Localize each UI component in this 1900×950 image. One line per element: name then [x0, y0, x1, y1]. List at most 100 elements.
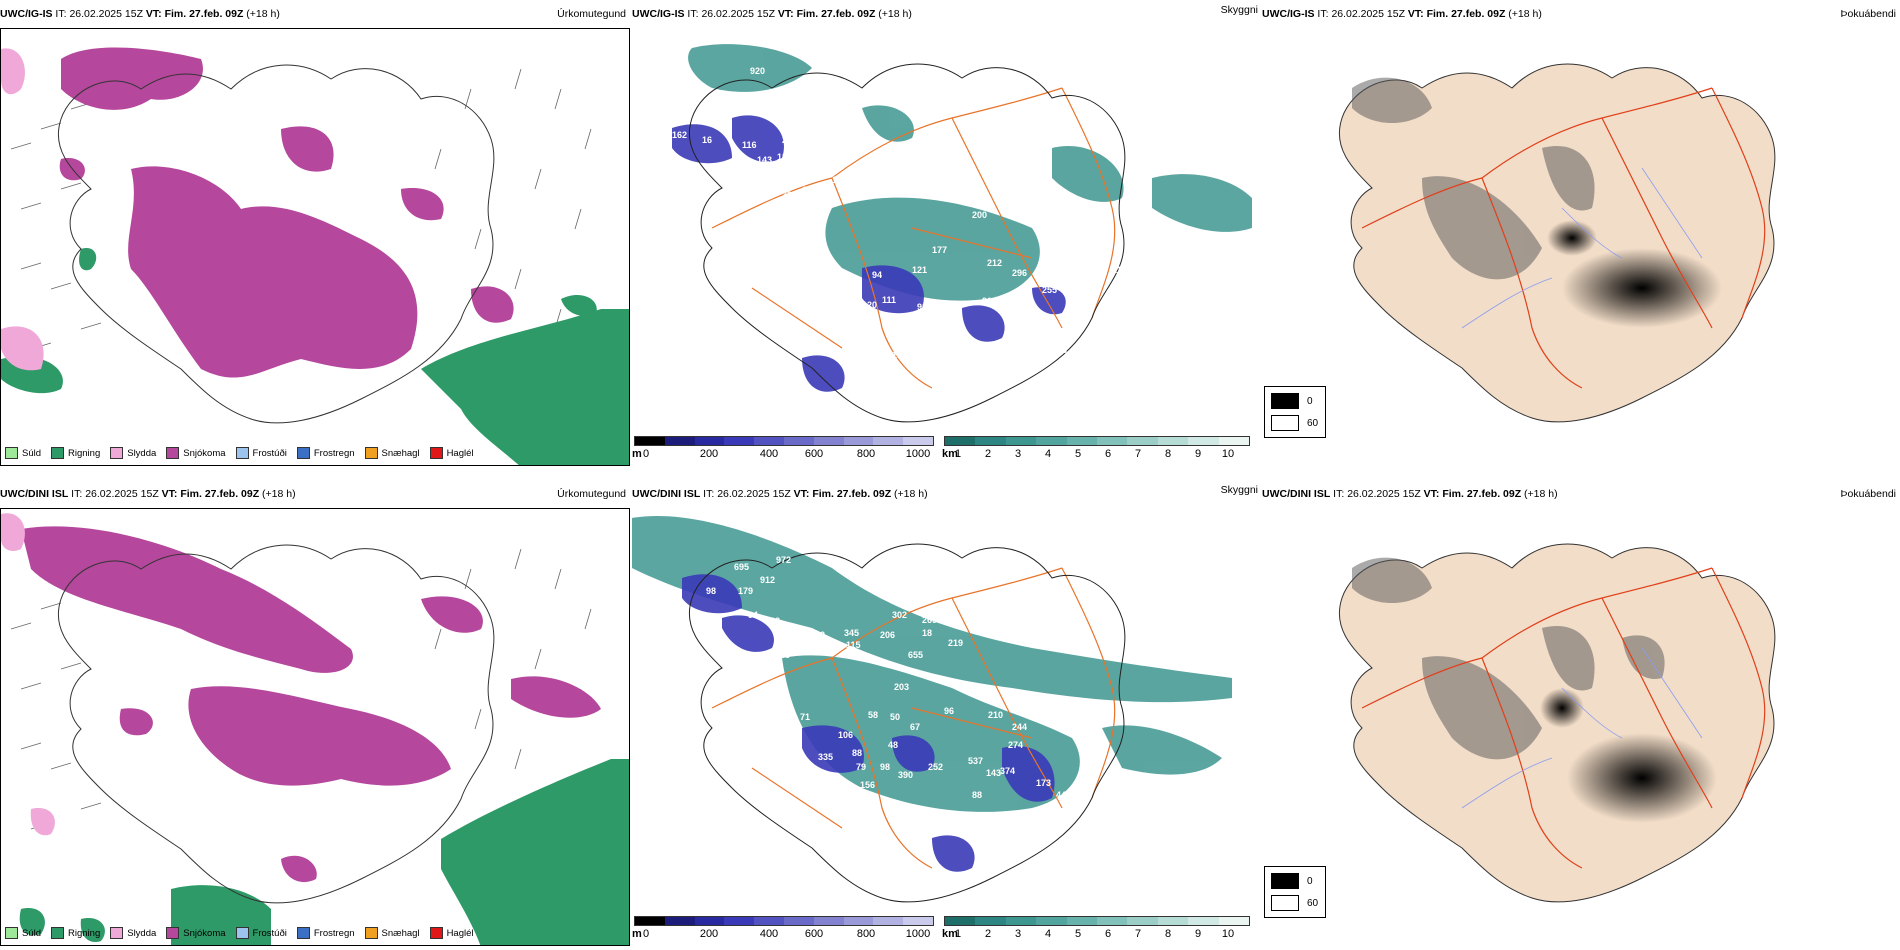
cloud-label: 156 — [860, 780, 875, 790]
cloud-label: 116 — [742, 140, 757, 150]
cloud-label: 102 — [982, 355, 997, 365]
visibility-areas — [688, 44, 1252, 301]
fog-indicator-panel-bottom: UWC/DINI ISL IT: 26.02.2025 15Z VT: Fim.… — [1262, 480, 1900, 950]
legend-item: Haglél — [429, 927, 474, 939]
visibility-ticks: 1 2 3 4 5 6 7 8 9 10 — [944, 928, 1250, 942]
fog-legend-low: 60 — [1271, 415, 1318, 431]
fog-map-svg — [1338, 63, 1776, 423]
it-value: 26.02.2025 15Z — [69, 8, 143, 20]
panel-title: Þokuábendi — [1840, 488, 1896, 500]
cloud-label: 58 — [868, 710, 878, 720]
cloud-label: 377 — [1007, 328, 1022, 338]
cloud-label: 278 — [1086, 745, 1101, 755]
model-name: UWC/DINI ISL — [1262, 488, 1331, 500]
fog-high-area — [1562, 248, 1722, 328]
tick-label: 0 — [642, 448, 650, 460]
cloud-label: 655 — [908, 650, 923, 660]
tick-label: 8 — [1164, 928, 1172, 940]
legend-item: Súld — [5, 927, 41, 939]
cloud-label: 302 — [892, 610, 907, 620]
lead-time: (+18 h) — [1508, 8, 1542, 20]
cloud-label: 296 — [1012, 268, 1027, 278]
fog-legend-high: 0 — [1271, 393, 1313, 409]
precip-type-map[interactable]: Súld Rigning Slydda Snjókoma Frostúði Fr… — [0, 508, 630, 946]
cloud-visibility-map[interactable]: 695 972 912 179 94 23 98 322 345 302 269… — [632, 508, 1262, 908]
cloud-label: 98 — [880, 762, 890, 772]
vt-value: Fim. 27.feb. 09Z — [1426, 8, 1506, 20]
fog-shading — [1352, 557, 1665, 760]
cloud-label: 124 — [784, 90, 799, 100]
vt-label: VT: — [161, 488, 178, 500]
sleet-swatch — [110, 447, 124, 459]
bottom-row: UWC/DINI ISL IT: 26.02.2025 15Z VT: Fim.… — [0, 480, 1900, 950]
visibility-unit: km — [942, 448, 958, 460]
fog-indicator-map[interactable] — [1262, 28, 1900, 428]
roads — [711, 567, 1116, 869]
tick-label: 3 — [1014, 448, 1022, 460]
cloud-label: 64 — [900, 382, 910, 392]
cloud-label: 335 — [818, 752, 833, 762]
cloud-label: 50 — [890, 712, 900, 722]
fog-white-swatch — [1271, 895, 1299, 911]
tick-label: 7 — [1134, 448, 1142, 460]
cloud-label: 16 — [702, 135, 712, 145]
cloud-label: 120 — [862, 300, 877, 310]
tick-label: 3 — [1014, 928, 1022, 940]
fog-indicator-map[interactable] — [1262, 508, 1900, 908]
coastline — [688, 63, 1126, 423]
fog-legend-low: 60 — [1271, 895, 1318, 911]
cloud-label: 67 — [910, 722, 920, 732]
cloud-base-colorbar — [634, 436, 934, 446]
lead-time: (+18 h) — [246, 8, 280, 20]
panel-title: Skyggni — [1220, 484, 1258, 496]
cloud-label: 537 — [968, 756, 983, 766]
it-label: IT: — [1317, 8, 1329, 20]
tick-label: 800 — [856, 928, 876, 940]
it-value: 26.02.2025 15Z — [85, 488, 159, 500]
cloud-label: 920 — [750, 66, 765, 76]
fog-legend: 0 60 — [1264, 866, 1326, 918]
vt-value: Fim. 27.feb. 09Z — [164, 8, 244, 20]
legend-item: Rigning — [51, 447, 100, 459]
rivers — [1461, 647, 1703, 809]
cloud-label: 179 — [738, 586, 753, 596]
cloud-label: 18 — [922, 628, 932, 638]
cloud-label: 96 — [944, 706, 954, 716]
cloud-label: 972 — [776, 555, 791, 565]
cloud-label: 111 — [882, 295, 896, 305]
rain-swatch — [51, 447, 65, 459]
graupel-swatch — [364, 447, 378, 459]
cloud-map-svg: 920 32 32 124 162 16 116 143 246 331 90 … — [672, 44, 1252, 423]
cloud-base-unit: m — [632, 448, 642, 460]
cloud-label: 79 — [856, 762, 866, 772]
legend-item: Haglél — [429, 447, 474, 459]
hail-swatch — [429, 927, 443, 939]
cloud-label: 219 — [948, 638, 963, 648]
cloud-label: 8 — [767, 175, 772, 185]
tick-label: 200 — [699, 928, 719, 940]
cloud-label: 106 — [838, 730, 853, 740]
tick-label: 9 — [1194, 448, 1202, 460]
cloud-label: 390 — [898, 770, 913, 780]
precip-type-map[interactable]: Súld Rigning Slydda Snjókoma Frostúði Fr… — [0, 28, 630, 466]
cloud-label: 177 — [932, 245, 947, 255]
cloud-label: 57 — [882, 830, 892, 840]
sleet-swatch — [110, 927, 124, 939]
cloud-label: 98 — [706, 586, 716, 596]
tick-label: 400 — [759, 928, 779, 940]
cloud-label: 814 — [912, 175, 927, 185]
panel-header: UWC/DINI ISL IT: 26.02.2025 15Z VT: Fim.… — [0, 488, 630, 504]
tick-label: 0 — [642, 928, 650, 940]
it-label: IT: — [687, 8, 699, 20]
legend-item: Rigning — [51, 927, 100, 939]
tick-label: 1000 — [905, 448, 931, 460]
cloud-label: 114 — [1112, 265, 1127, 275]
precip-map-svg — [1, 47, 629, 465]
cloud-label: 32 — [760, 90, 770, 100]
lead-time: (+18 h) — [262, 488, 296, 500]
freezing-rain-swatch — [296, 927, 310, 939]
cloud-label: 345 — [844, 628, 859, 638]
cloud-visibility-map[interactable]: 920 32 32 124 162 16 116 143 246 331 90 … — [632, 28, 1262, 428]
visibility-colorbar — [944, 436, 1250, 446]
legend-item: Frostregn — [296, 447, 355, 459]
